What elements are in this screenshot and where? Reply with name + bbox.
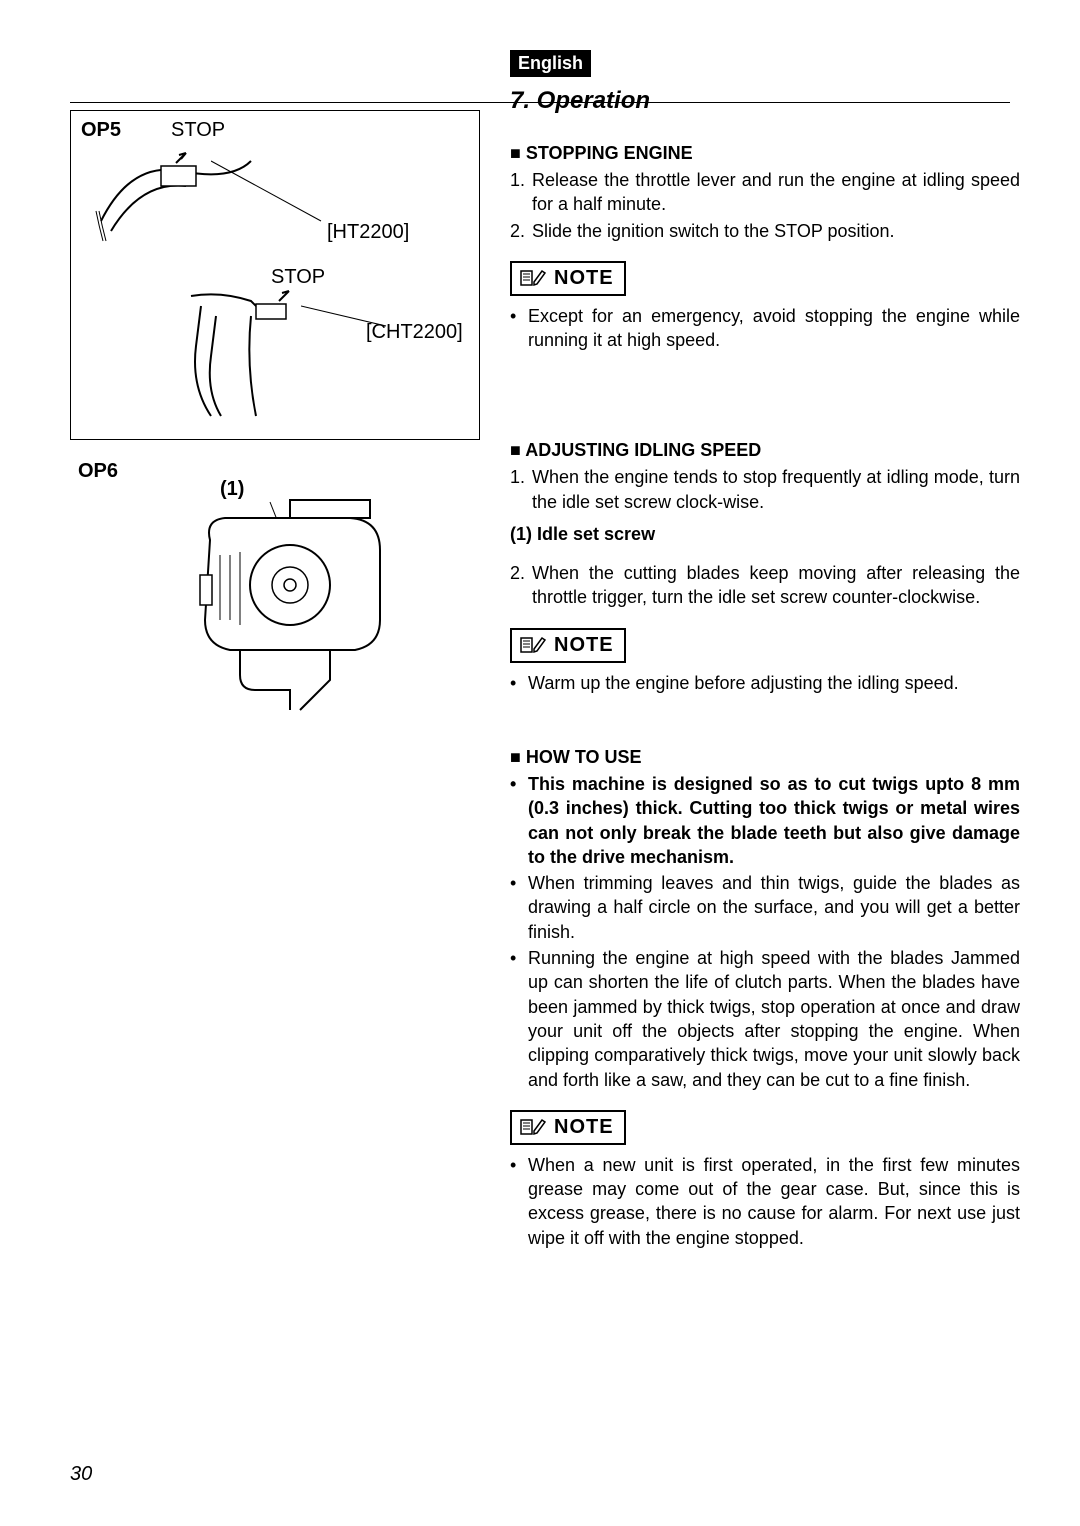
figure-label-op6: OP6 bbox=[78, 460, 118, 483]
bullet-mark: • bbox=[510, 946, 528, 1092]
note-label: NOTE bbox=[554, 1116, 614, 1139]
note-box: NOTE bbox=[510, 261, 626, 296]
list-item: 2. When the cutting blades keep moving a… bbox=[510, 561, 1020, 610]
model-label-1: [HT2200] bbox=[327, 221, 409, 244]
bullet-mark: • bbox=[510, 1153, 528, 1250]
bullet-text: When a new unit is first operated, in th… bbox=[528, 1153, 1020, 1250]
bullet-text: When trimming leaves and thin twigs, gui… bbox=[528, 871, 1020, 944]
list-number: 2. bbox=[510, 561, 532, 610]
language-badge: English bbox=[510, 50, 591, 77]
list-number: 2. bbox=[510, 219, 532, 243]
bullet-item: • When trimming leaves and thin twigs, g… bbox=[510, 871, 1020, 944]
bullet-text: Warm up the engine before adjusting the … bbox=[528, 671, 1020, 695]
model-label-2: [CHT2200] bbox=[366, 321, 463, 344]
bullet-mark: • bbox=[510, 772, 528, 869]
bullet-text: This machine is designed so as to cut tw… bbox=[528, 772, 1020, 869]
chapter-title: 7. Operation bbox=[510, 87, 1020, 115]
list-number: 1. bbox=[510, 465, 532, 514]
list-text: Slide the ignition switch to the STOP po… bbox=[532, 219, 1020, 243]
note-box: NOTE bbox=[510, 628, 626, 663]
left-column: OP5 STOP [HT2200] STOP bbox=[70, 110, 490, 730]
bullet-mark: • bbox=[510, 871, 528, 944]
note-box: NOTE bbox=[510, 1110, 626, 1145]
figure-op6: OP6 (1) bbox=[70, 460, 480, 730]
list-text: When the cutting blades keep moving afte… bbox=[532, 561, 1020, 610]
list-item: 2. Slide the ignition switch to the STOP… bbox=[510, 219, 1020, 243]
section-heading-stopping: STOPPING ENGINE bbox=[510, 143, 1020, 164]
note-icon bbox=[520, 635, 546, 655]
bullet-text: Running the engine at high speed with th… bbox=[528, 946, 1020, 1092]
note-icon bbox=[520, 268, 546, 288]
leader-line-1 bbox=[211, 151, 331, 231]
right-column: English 7. Operation STOPPING ENGINE 1. … bbox=[510, 50, 1020, 1252]
note-label: NOTE bbox=[554, 634, 614, 657]
bullet-mark: • bbox=[510, 304, 528, 353]
page: OP5 STOP [HT2200] STOP bbox=[70, 50, 1010, 1486]
list-text: When the engine tends to stop frequently… bbox=[532, 465, 1020, 514]
page-number: 30 bbox=[70, 1463, 92, 1486]
section-heading-idling: ADJUSTING IDLING SPEED bbox=[510, 440, 1020, 461]
note-label: NOTE bbox=[554, 267, 614, 290]
figure-label-op5: OP5 bbox=[81, 119, 121, 142]
bullet-item: • Running the engine at high speed with … bbox=[510, 946, 1020, 1092]
note-icon bbox=[520, 1117, 546, 1137]
bullet-item: • When a new unit is first operated, in … bbox=[510, 1153, 1020, 1250]
engine-diagram bbox=[170, 480, 420, 720]
bullet-item: • This machine is designed so as to cut … bbox=[510, 772, 1020, 869]
bullet-mark: • bbox=[510, 671, 528, 695]
list-text: Release the throttle lever and run the e… bbox=[532, 168, 1020, 217]
list-item: 1. Release the throttle lever and run th… bbox=[510, 168, 1020, 217]
stop-label-1: STOP bbox=[171, 119, 225, 142]
reference-label: (1) Idle set screw bbox=[510, 524, 1020, 545]
list-item: 1. When the engine tends to stop frequen… bbox=[510, 465, 1020, 514]
bullet-text: Except for an emergency, avoid stopping … bbox=[528, 304, 1020, 353]
figure-op5: OP5 STOP [HT2200] STOP bbox=[70, 110, 480, 440]
bullet-item: • Except for an emergency, avoid stoppin… bbox=[510, 304, 1020, 353]
list-number: 1. bbox=[510, 168, 532, 217]
bullet-item: • Warm up the engine before adjusting th… bbox=[510, 671, 1020, 695]
section-heading-howto: HOW TO USE bbox=[510, 747, 1020, 768]
